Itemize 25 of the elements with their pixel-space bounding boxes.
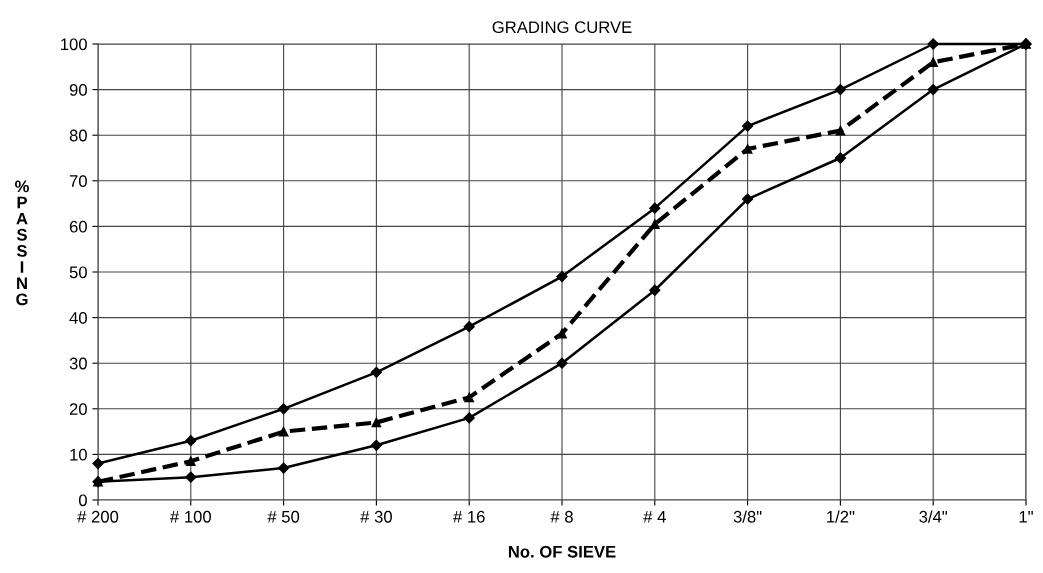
chart-title: GRADING CURVE: [492, 21, 632, 34]
y-tick-label: 80: [69, 129, 87, 142]
x-tick-label: # 100: [170, 510, 211, 523]
x-tick-label: # 16: [453, 510, 485, 523]
x-tick-label: 3/8": [733, 510, 762, 523]
x-tick-label: # 30: [360, 510, 392, 523]
x-tick-label: # 4: [643, 511, 666, 523]
y-tick-label: 0: [78, 494, 87, 507]
x-tick-label: 3/4": [919, 510, 948, 523]
y-tick-label: 70: [69, 175, 87, 187]
x-tick-label: # 200: [77, 510, 119, 523]
x-axis-title: No. OF SIEVE: [508, 545, 616, 558]
y-tick-label: 90: [69, 84, 87, 96]
x-tick-label: # 8: [550, 510, 573, 523]
y-axis-title: % PASSING: [15, 180, 29, 306]
y-tick-label: 40: [69, 312, 87, 324]
x-tick-label: # 50: [267, 510, 300, 523]
y-tick-label: 100: [61, 38, 87, 51]
y-tick-label: 50: [69, 266, 87, 279]
y-tick-label: 30: [69, 357, 87, 370]
y-tick-label: 20: [69, 403, 87, 415]
x-tick-label: 1": [1019, 511, 1033, 523]
x-tick-label: 1/2": [827, 510, 855, 523]
y-tick-label: 60: [69, 220, 87, 233]
y-tick-label: 10: [70, 448, 87, 461]
